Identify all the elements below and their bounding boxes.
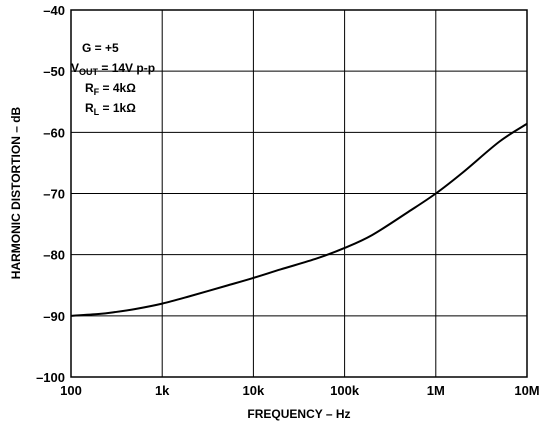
x-tick-labels: 100 1k 10k 100k 1M 10M <box>60 383 540 398</box>
vout-rest: = 14V p-p <box>98 61 155 75</box>
rf-main: R <box>85 81 94 95</box>
y-tick-label: –80 <box>43 248 65 263</box>
y-tick-labels: –40 –50 –60 –70 –80 –90 –100 <box>36 3 65 385</box>
distortion-curve <box>70 122 528 317</box>
x-tick-label: 100k <box>330 383 360 398</box>
gain-label: G = +5 <box>82 41 119 55</box>
y-axis-title: HARMONIC DISTORTION – dB <box>9 106 23 279</box>
y-tick-label: –60 <box>43 125 65 140</box>
y-tick-label: –100 <box>36 370 65 385</box>
x-tick-label: 100 <box>60 383 82 398</box>
y-tick-label: –90 <box>43 309 65 324</box>
grid-lines <box>71 10 527 377</box>
y-tick-label: –70 <box>43 187 65 202</box>
rl-label: RL = 1kΩ <box>85 101 136 117</box>
vout-main: V <box>71 61 79 75</box>
vout-label: VOUT = 14V p-p <box>71 61 155 77</box>
rl-rest: = 1kΩ <box>99 101 136 115</box>
rf-rest: = 4kΩ <box>99 81 136 95</box>
rf-sub: F <box>94 87 100 97</box>
x-axis-title: FREQUENCY – Hz <box>247 407 350 421</box>
x-tick-label: 10k <box>243 383 265 398</box>
rf-label: RF = 4kΩ <box>85 81 136 97</box>
conditions-annotation: G = +5 VOUT = 14V p-p RF = 4kΩ RL = 1kΩ <box>71 41 155 117</box>
plot-frame <box>70 9 528 378</box>
x-tick-label: 1k <box>155 383 170 398</box>
rl-main: R <box>85 101 94 115</box>
y-tick-label: –50 <box>43 64 65 79</box>
x-tick-label: 10M <box>514 383 539 398</box>
vout-sub: OUT <box>79 67 99 77</box>
x-tick-label: 1M <box>427 383 445 398</box>
y-tick-label: –40 <box>43 3 65 18</box>
rl-sub: L <box>94 107 100 117</box>
